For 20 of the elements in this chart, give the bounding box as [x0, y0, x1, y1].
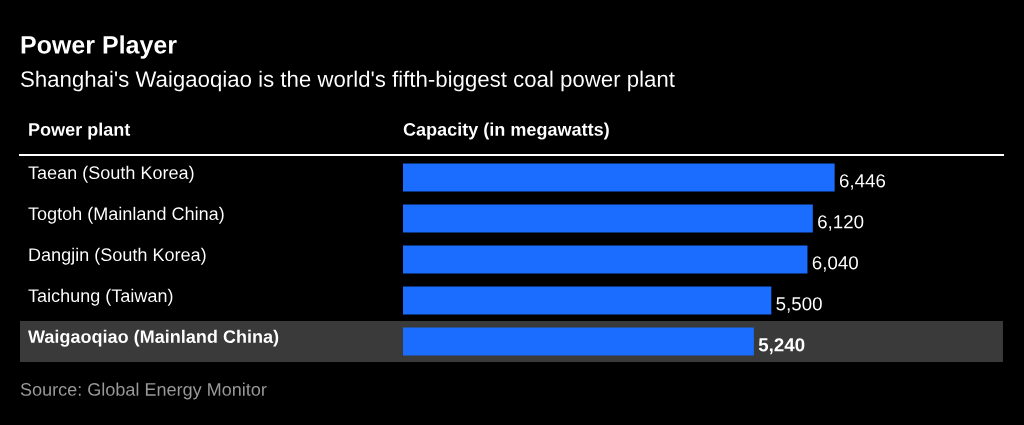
- data-label: 5,500: [776, 297, 822, 313]
- y-tick-label: Taean (South Korea): [28, 165, 194, 183]
- data-label: 6,120: [818, 215, 864, 231]
- y-tick-label: Taichung (Taiwan): [28, 288, 173, 306]
- data-label: 6,040: [812, 256, 858, 272]
- x-axis-title: Capacity (in megawatts): [403, 122, 609, 140]
- chart-subtitle: Shanghai's Waigaoqiao is the world's fifth-biggest coal power plant: [21, 70, 675, 92]
- y-tick-label: Togtoh (Mainland China): [28, 206, 224, 224]
- y-axis-title: Power plant: [29, 122, 131, 140]
- y-tick-label: Waigaoqiao (Mainland China): [28, 329, 279, 347]
- bar: [403, 327, 754, 356]
- data-label: 6,446: [839, 174, 886, 190]
- bar: [403, 286, 772, 315]
- data-label: 5,240: [758, 338, 805, 355]
- bar: [403, 204, 813, 233]
- bar: [403, 163, 835, 192]
- y-tick-label: Dangjin (South Korea): [29, 247, 206, 265]
- text: Power Player: [21, 35, 177, 59]
- source-note: Source: Global Energy Monitor: [20, 382, 267, 400]
- bar: [403, 245, 808, 274]
